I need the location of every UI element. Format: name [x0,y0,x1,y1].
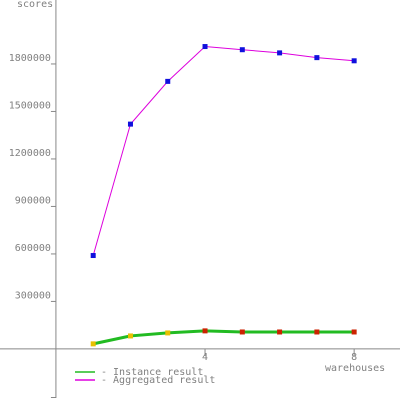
x-tick-label: 8 [351,352,357,363]
point [277,50,283,56]
y-tick-label: 1800000 [9,53,51,64]
y-tick-label: 300000 [15,290,51,301]
point [202,44,208,50]
point [314,329,320,335]
y-tick-label: 1500000 [9,100,51,111]
point [239,47,245,53]
x-tick-label: 4 [202,352,208,363]
y-tick-label: 1200000 [9,148,51,159]
point [90,341,96,347]
series-line [92,46,355,256]
point [90,253,96,259]
x-axis-label: warehouses [325,363,385,374]
point [202,328,208,334]
point [127,121,133,127]
legend-label: - Aggregated result [101,375,215,386]
legend-label: - Instance result [101,367,203,378]
y-axis-label: scores [17,0,53,10]
point [127,333,133,339]
point [351,329,357,335]
point [351,58,357,64]
point [277,329,283,335]
point [165,330,171,336]
y-tick-label: 600000 [15,243,51,254]
series-line [92,329,355,346]
point [314,55,320,61]
point [239,329,245,335]
y-tick-label: 900000 [15,195,51,206]
point [165,78,171,84]
